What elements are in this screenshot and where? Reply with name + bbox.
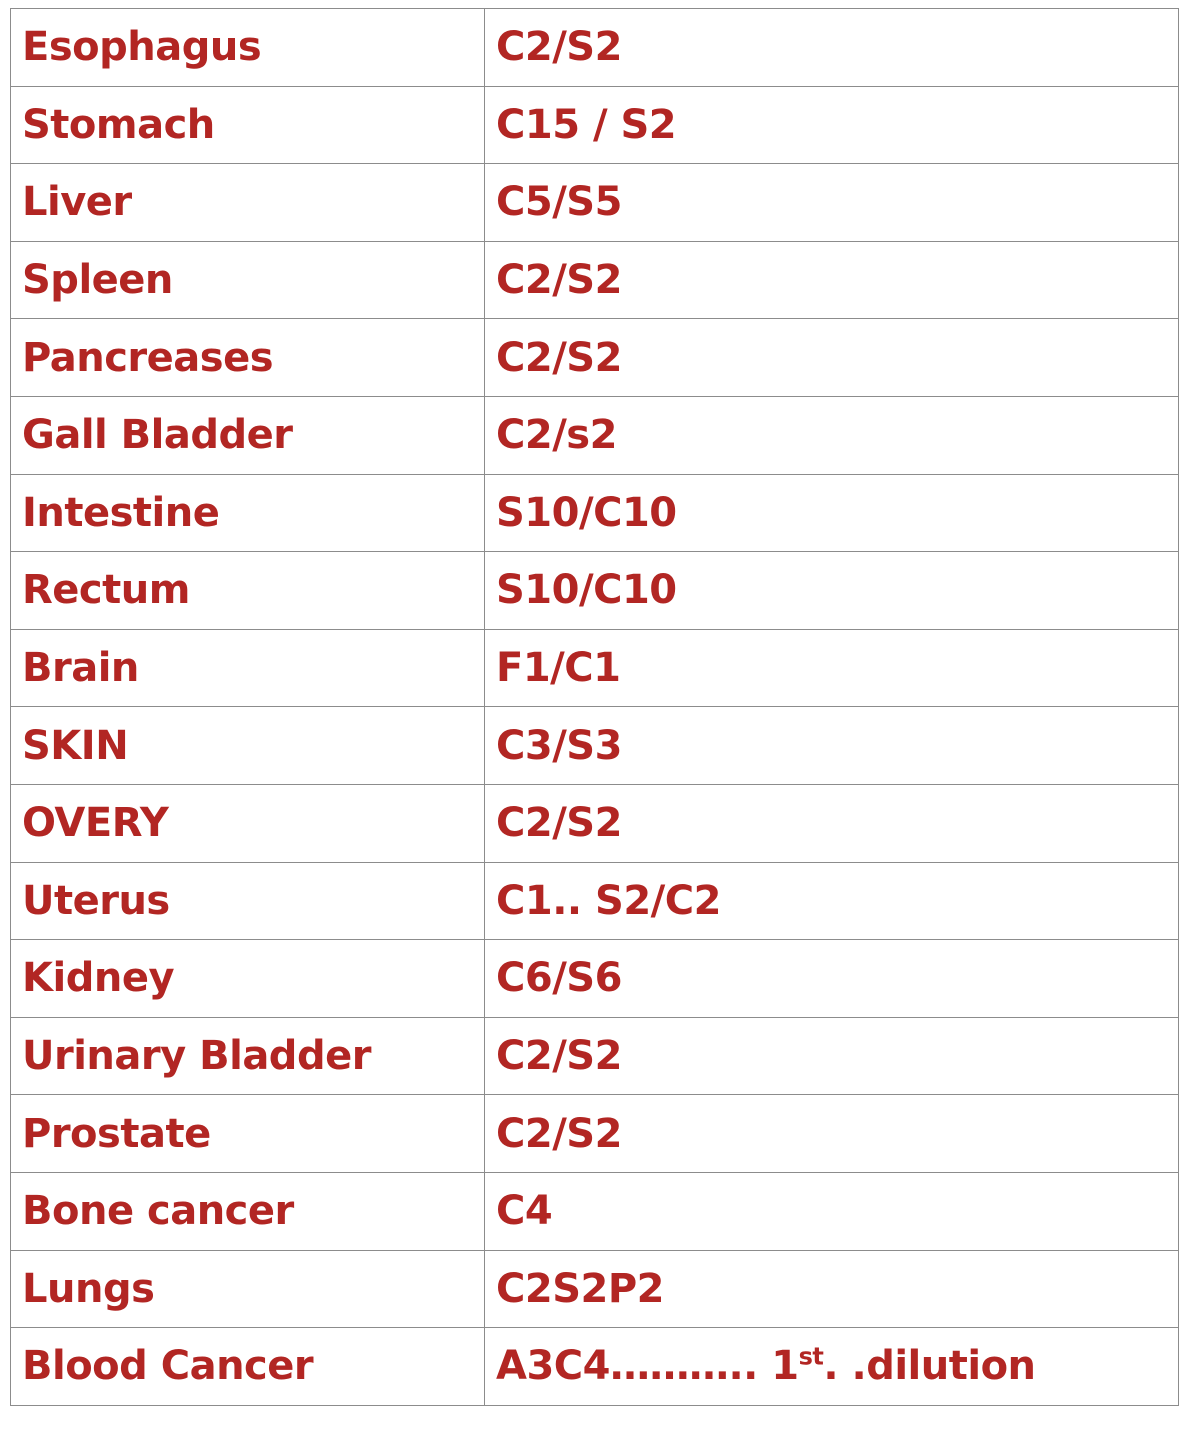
organ-cell: Liver: [10, 163, 485, 242]
remedy-prefix: A3C4……….. 1: [496, 1343, 799, 1390]
remedy-cell: C1.. S2/C2: [484, 861, 1179, 941]
remedy-cell: C5/S5: [484, 163, 1179, 242]
organ-cell: Brain: [10, 628, 485, 708]
organ-cell: Gall Bladder: [10, 395, 485, 475]
table-row: Lungs C2S2P2: [10, 1249, 1179, 1329]
organ-cell: SKIN: [10, 706, 485, 785]
remedy-cell: C2/S2: [484, 783, 1179, 863]
table-row: Pancreases C2/S2: [10, 318, 1179, 397]
table-row: Uterus C1.. S2/C2: [10, 861, 1179, 941]
organ-cell: Stomach: [10, 85, 485, 165]
remedy-cell: S10/C10: [484, 551, 1179, 630]
table-row: Stomach C15 / S2: [10, 85, 1179, 165]
organ-cell: Spleen: [10, 240, 485, 320]
table-row: Rectum S10/C10: [10, 551, 1179, 630]
table-row: Spleen C2/S2: [10, 240, 1179, 320]
organ-cell: Pancreases: [10, 318, 485, 397]
remedy-cell: C6/S6: [484, 939, 1179, 1018]
organ-cell: Esophagus: [10, 8, 485, 87]
remedy-cell: C15 / S2: [484, 85, 1179, 165]
organ-cell: Intestine: [10, 473, 485, 553]
table-row: Gall Bladder C2/s2: [10, 395, 1179, 475]
remedy-cell: C2/S2: [484, 240, 1179, 320]
table-row: Bone cancer C4: [10, 1171, 1179, 1251]
table-row: Liver C5/S5: [10, 163, 1179, 242]
remedy-cell: S10/C10: [484, 473, 1179, 553]
table-row: Kidney C6/S6: [10, 939, 1179, 1018]
organ-cell: Kidney: [10, 939, 485, 1018]
organ-cell: Rectum: [10, 551, 485, 630]
table-row: Urinary Bladder C2/S2: [10, 1016, 1179, 1096]
organ-remedy-table: Esophagus C2/S2 Stomach C15 / S2 Liver C…: [10, 8, 1179, 1406]
ordinal-superscript: st: [798, 1343, 824, 1372]
organ-cell: Lungs: [10, 1249, 485, 1329]
table-row: SKIN C3/S3: [10, 706, 1179, 785]
table-row: Brain F1/C1: [10, 628, 1179, 708]
remedy-cell: A3C4……….. 1st. .dilution: [484, 1327, 1179, 1406]
remedy-cell: C4: [484, 1171, 1179, 1251]
remedy-cell: C2/S2: [484, 8, 1179, 87]
table-row: Intestine S10/C10: [10, 473, 1179, 553]
table-row: Prostate C2/S2: [10, 1094, 1179, 1173]
table-row: OVERY C2/S2: [10, 783, 1179, 863]
remedy-cell: F1/C1: [484, 628, 1179, 708]
remedy-table-container: Esophagus C2/S2 Stomach C15 / S2 Liver C…: [10, 8, 1179, 1406]
organ-cell: Urinary Bladder: [10, 1016, 485, 1096]
remedy-cell: C2/S2: [484, 1016, 1179, 1096]
table-row: Blood Cancer A3C4……….. 1st. .dilution: [10, 1327, 1179, 1406]
organ-cell: Prostate: [10, 1094, 485, 1173]
organ-cell: Uterus: [10, 861, 485, 941]
remedy-suffix: . .dilution: [823, 1343, 1036, 1390]
organ-cell: OVERY: [10, 783, 485, 863]
organ-cell: Bone cancer: [10, 1171, 485, 1251]
remedy-cell: C2S2P2: [484, 1249, 1179, 1329]
remedy-cell: C2/S2: [484, 318, 1179, 397]
organ-cell: Blood Cancer: [10, 1327, 485, 1406]
remedy-cell: C3/S3: [484, 706, 1179, 785]
remedy-cell: C2/s2: [484, 395, 1179, 475]
table-row: Esophagus C2/S2: [10, 8, 1179, 87]
remedy-cell: C2/S2: [484, 1094, 1179, 1173]
